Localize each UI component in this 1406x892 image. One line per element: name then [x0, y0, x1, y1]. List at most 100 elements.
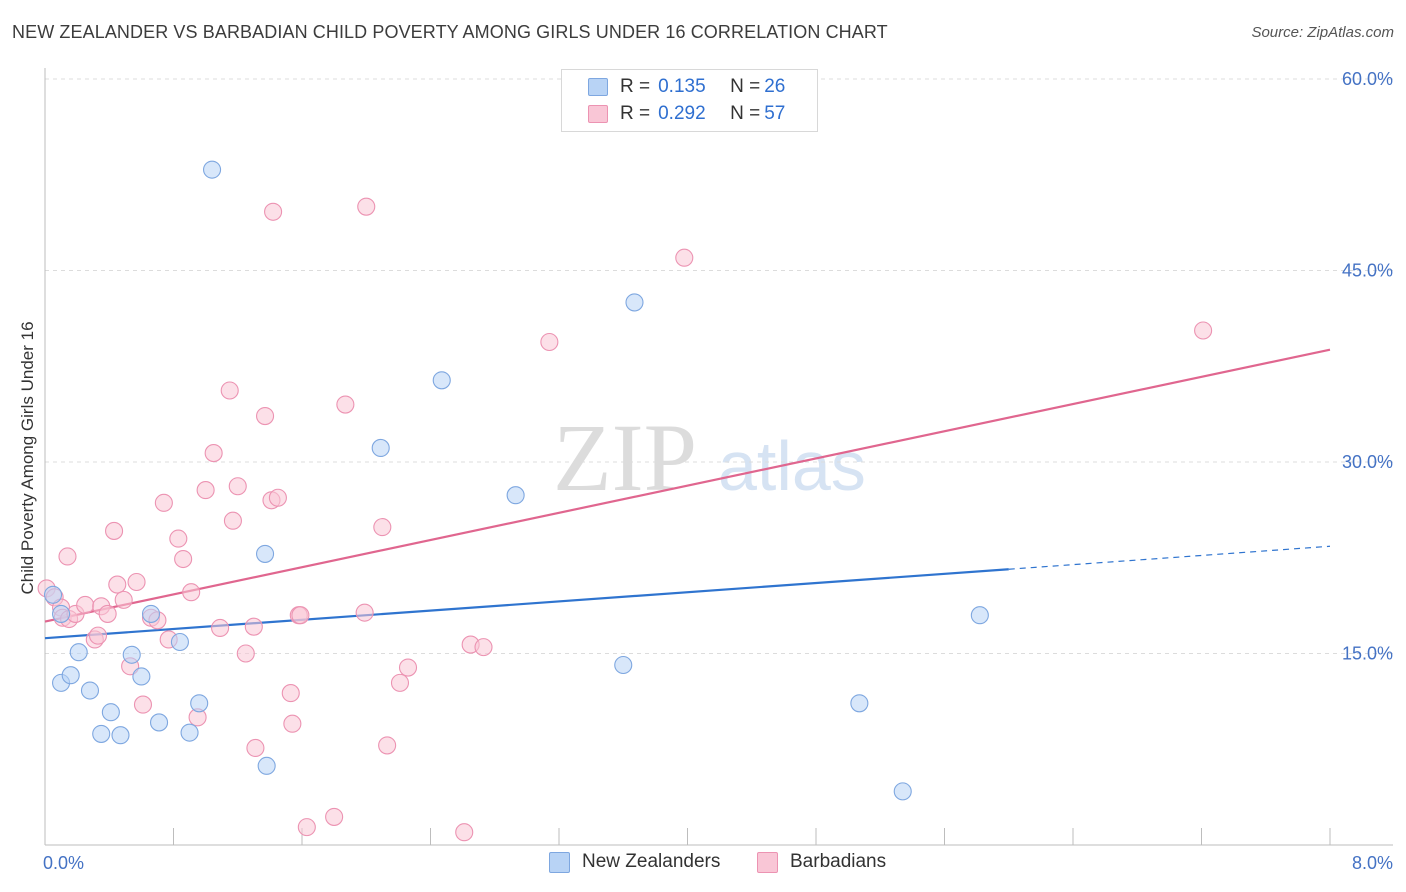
point-barbadians — [108, 575, 127, 594]
point-barbadians — [204, 444, 223, 463]
point-barbadians — [88, 626, 108, 645]
point-new-zealanders — [69, 643, 88, 662]
legend-row-new-zealanders: R = 0.135 N = 26 — [562, 73, 785, 100]
point-barbadians — [357, 197, 376, 216]
point-new-zealanders — [141, 604, 161, 623]
axes — [44, 68, 1393, 846]
point-barbadians — [336, 395, 355, 414]
point-new-zealanders — [52, 604, 71, 623]
point-new-zealanders — [111, 726, 130, 745]
data-points — [37, 160, 1213, 842]
point-new-zealanders — [61, 666, 80, 685]
legend-r-label: R = — [620, 102, 651, 124]
y-tick-label: 15.0% — [1342, 644, 1393, 664]
point-barbadians — [114, 590, 133, 609]
chart-title: NEW ZEALANDER VS BARBADIAN CHILD POVERTY… — [12, 22, 888, 42]
legend-r-value: 0.292 — [658, 102, 706, 124]
point-barbadians — [355, 603, 374, 622]
point-new-zealanders — [80, 681, 100, 700]
trend-line-barbadians — [44, 348, 1331, 623]
series-label-barbadians: Barbadians — [790, 851, 887, 872]
series-swatch-new-zealanders — [549, 851, 570, 873]
x-tick-label: 8.0% — [1352, 853, 1393, 873]
x-tick-label: 0.0% — [43, 853, 84, 873]
point-new-zealanders — [970, 606, 989, 625]
point-barbadians — [174, 549, 193, 569]
legend-r-value: 0.135 — [658, 75, 706, 97]
series-swatch-barbadians — [757, 851, 778, 873]
trend-lines — [44, 348, 1331, 640]
point-barbadians — [264, 202, 283, 221]
point-barbadians — [1194, 321, 1213, 340]
point-barbadians — [105, 521, 124, 540]
legend-n-label: N = — [730, 102, 761, 124]
point-barbadians — [236, 644, 255, 663]
stats-legend: R = 0.135 N = 26 R = 0.292 N = 57 — [561, 69, 818, 132]
point-new-zealanders — [190, 694, 209, 713]
point-barbadians — [373, 518, 392, 537]
point-barbadians — [244, 617, 263, 636]
point-barbadians — [223, 511, 242, 530]
point-barbadians — [228, 477, 247, 496]
legend-swatch-barbadians — [588, 104, 608, 123]
legend-row-barbadians: R = 0.292 N = 57 — [562, 100, 785, 127]
series-legend-new-zealanders: New Zealanders — [549, 851, 720, 873]
point-new-zealanders — [257, 756, 276, 775]
legend-swatch-new-zealanders — [588, 77, 608, 96]
point-barbadians — [283, 714, 302, 733]
legend-r-label: R = — [620, 75, 651, 97]
point-barbadians — [211, 618, 230, 638]
point-barbadians — [98, 604, 117, 623]
point-barbadians — [127, 572, 146, 592]
trend-extension-new-zealanders — [1008, 545, 1331, 570]
y-tick-label: 60.0% — [1342, 69, 1393, 89]
y-tick-label: 45.0% — [1342, 261, 1393, 281]
legend-n-label: N = — [730, 75, 761, 97]
point-barbadians — [291, 606, 310, 625]
point-new-zealanders — [43, 585, 63, 604]
point-barbadians — [390, 673, 410, 692]
point-barbadians — [398, 658, 418, 677]
point-barbadians — [133, 695, 153, 714]
point-new-zealanders — [122, 645, 141, 664]
point-barbadians — [675, 248, 694, 267]
point-new-zealanders — [149, 713, 169, 732]
point-new-zealanders — [850, 694, 869, 713]
point-barbadians — [169, 529, 188, 548]
series-legend-barbadians: Barbadians — [757, 851, 886, 873]
point-new-zealanders — [170, 632, 189, 652]
point-barbadians — [76, 595, 95, 615]
legend-n-value: 26 — [764, 75, 786, 97]
point-barbadians — [268, 488, 287, 507]
point-new-zealanders — [132, 667, 151, 686]
gridlines — [45, 78, 1393, 654]
legend-n-value: 57 — [764, 102, 786, 124]
point-new-zealanders — [180, 723, 199, 742]
point-new-zealanders — [614, 655, 633, 675]
point-barbadians — [154, 493, 173, 512]
watermark-zip: ZIP — [553, 404, 697, 511]
point-new-zealanders — [625, 293, 644, 312]
point-barbadians — [378, 736, 397, 755]
tick-labels: 15.0% 30.0% 45.0% 60.0% 0.0% 8.0% — [43, 69, 1393, 873]
source-credit: Source: ZipAtlas.com — [1251, 24, 1394, 41]
series-label-new-zealanders: New Zealanders — [582, 851, 721, 872]
point-new-zealanders — [92, 724, 111, 743]
watermark-atlas: atlas — [718, 427, 866, 505]
point-barbadians — [196, 481, 215, 500]
point-new-zealanders — [506, 486, 525, 505]
point-barbadians — [297, 818, 316, 837]
y-axis-title: Child Poverty Among Girls Under 16 — [18, 321, 37, 594]
point-barbadians — [246, 738, 265, 758]
point-new-zealanders — [203, 160, 222, 179]
point-new-zealanders — [101, 703, 120, 722]
point-new-zealanders — [371, 438, 390, 458]
point-barbadians — [455, 823, 474, 842]
point-new-zealanders — [893, 782, 912, 801]
point-barbadians — [540, 332, 559, 352]
point-barbadians — [182, 583, 201, 602]
point-barbadians — [256, 406, 275, 426]
point-new-zealanders — [256, 544, 275, 563]
point-barbadians — [474, 638, 493, 657]
